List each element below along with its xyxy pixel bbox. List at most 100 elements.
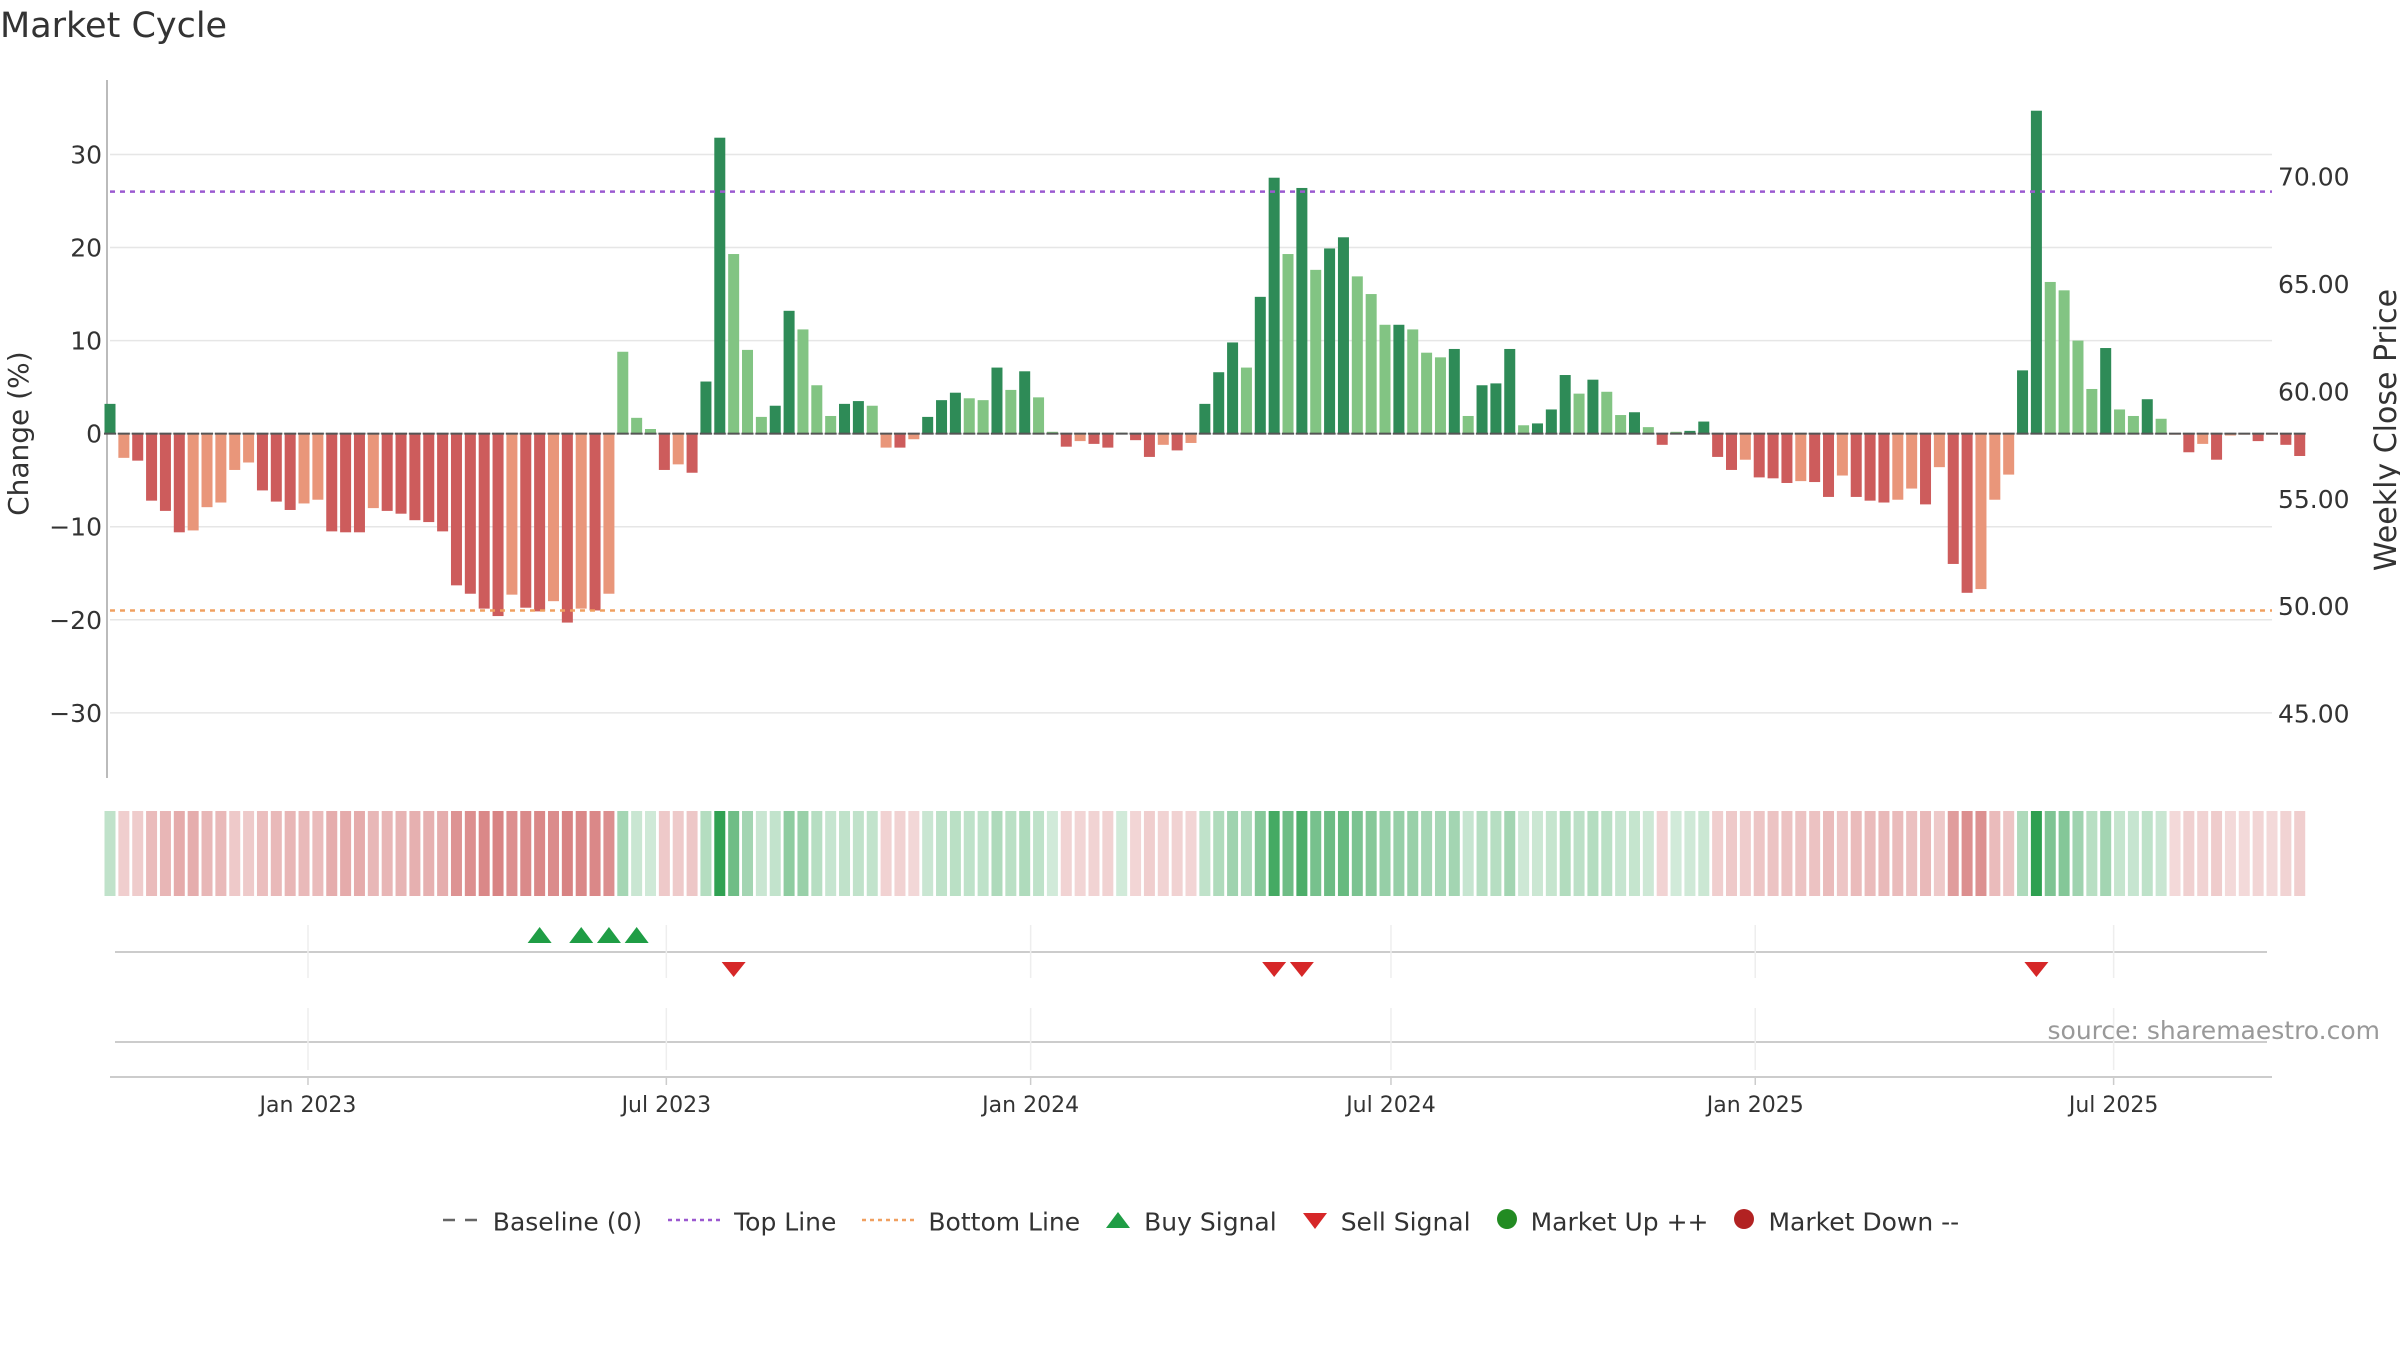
heat-cell: [2086, 811, 2098, 896]
bar: [395, 433, 407, 514]
heat-cell: [1642, 811, 1654, 896]
bar: [2086, 388, 2098, 434]
legend-item-baseline[interactable]: Baseline (0): [441, 1206, 643, 1237]
bar: [381, 433, 393, 511]
bar: [104, 403, 116, 434]
bar: [1587, 379, 1599, 434]
heat-cell: [1185, 811, 1197, 896]
legend-symbol-market-down: [1732, 1207, 1756, 1237]
legend-item-market-down[interactable]: Market Down --: [1732, 1206, 1959, 1237]
bar: [1975, 433, 1987, 590]
bar: [1476, 385, 1488, 434]
bar: [852, 401, 864, 434]
bar: [1434, 357, 1446, 434]
bar: [159, 433, 171, 511]
heat-cell: [104, 811, 116, 896]
bar: [1545, 409, 1557, 434]
legend-item-bottom-line[interactable]: Bottom Line: [860, 1206, 1080, 1236]
heat-cell: [1116, 811, 1128, 896]
bar: [1726, 433, 1737, 470]
heat-cell: [1296, 811, 1308, 896]
heat-cell: [1227, 811, 1239, 896]
heat-cell: [839, 811, 851, 896]
bar: [1684, 430, 1696, 434]
bar: [797, 329, 809, 434]
heat-cell: [908, 811, 920, 896]
heat-cell: [1726, 811, 1737, 896]
bar: [1906, 433, 1918, 489]
heat-cell: [146, 811, 158, 896]
heat-cell: [1143, 811, 1155, 896]
heat-cell: [1795, 811, 1807, 896]
legend-item-sell-signal[interactable]: Sell Signal: [1301, 1206, 1471, 1236]
sell-signal-marker: [1289, 962, 1314, 977]
heat-cell: [1615, 811, 1627, 896]
bar: [423, 433, 435, 523]
bar: [1573, 393, 1585, 434]
legend-symbol-top-line: [666, 1207, 722, 1236]
heat-cell: [173, 811, 185, 896]
legend-item-top-line[interactable]: Top Line: [666, 1206, 836, 1236]
heat-cell: [1046, 811, 1058, 896]
bar: [270, 433, 282, 502]
bar: [520, 433, 532, 608]
bar: [2294, 433, 2306, 456]
heat-cell: [1282, 811, 1294, 896]
bar: [1324, 248, 1336, 434]
bar: [1102, 433, 1114, 448]
heat-cell: [1989, 811, 2001, 896]
bar: [2017, 370, 2029, 434]
legend-item-buy-signal[interactable]: Buy Signal: [1104, 1206, 1277, 1236]
bar: [977, 400, 989, 434]
bar: [1989, 433, 2001, 500]
heat-cell: [797, 811, 809, 896]
legend: Baseline (0) Top Line Bottom Line Buy Signa…: [0, 1205, 2400, 1237]
heat-cell: [1947, 811, 1959, 896]
bar: [1920, 433, 1932, 505]
bar: [1642, 427, 1654, 434]
heat-cell: [2100, 811, 2112, 896]
heat-cell: [1670, 811, 1682, 896]
heat-cell: [1379, 811, 1391, 896]
heat-cell: [1809, 811, 1821, 896]
heat-cell: [617, 811, 629, 896]
bar: [478, 433, 490, 609]
bar: [603, 433, 615, 594]
buy-signal-marker: [527, 927, 552, 943]
heat-cell: [1559, 811, 1571, 896]
heat-cell: [1490, 811, 1502, 896]
heat-cell: [284, 811, 296, 896]
source-credit: source: sharemaestro.com: [2047, 1016, 2381, 1045]
heat-cell: [1906, 811, 1918, 896]
heat-cell: [1324, 811, 1336, 896]
bar: [2114, 409, 2126, 434]
heat-cell: [589, 811, 601, 896]
bar: [922, 416, 934, 434]
bar: [256, 433, 268, 491]
bar: [1365, 294, 1377, 434]
legend-item-market-up[interactable]: Market Up ++: [1495, 1206, 1708, 1237]
legend-symbol-baseline: [441, 1207, 481, 1236]
bar: [1060, 433, 1072, 447]
bar: [672, 433, 684, 465]
heat-cell: [894, 811, 906, 896]
heat-cell: [2280, 811, 2292, 896]
heat-cell: [728, 811, 740, 896]
heat-cell: [1656, 811, 1668, 896]
heat-cell: [2114, 811, 2126, 896]
bar: [686, 433, 698, 473]
bar: [783, 310, 795, 434]
bar: [1074, 433, 1086, 442]
bar: [645, 429, 656, 434]
heat-cell: [2072, 811, 2084, 896]
heat-cell: [2224, 811, 2236, 896]
heat-cell: [1712, 811, 1724, 896]
x-tick-label: Jul 2023: [620, 1093, 712, 1118]
bar: [1448, 348, 1460, 434]
heat-cell: [437, 811, 449, 896]
heat-cell: [478, 811, 490, 896]
bar: [1240, 367, 1252, 434]
heat-cell: [2294, 811, 2306, 896]
legend-label: Baseline (0): [492, 1207, 643, 1237]
heat-cell: [936, 811, 948, 896]
